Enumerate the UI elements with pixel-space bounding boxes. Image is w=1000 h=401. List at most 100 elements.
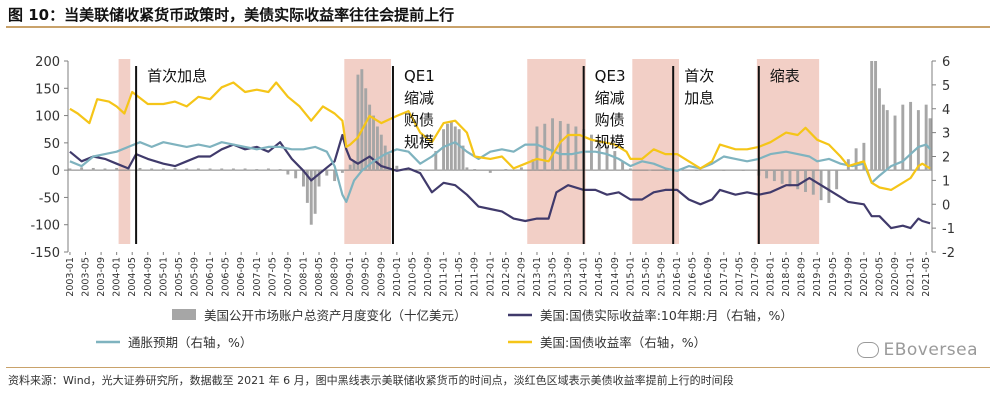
legend: 美国公开市场账户总资产月度变化（十亿美元） 美国:国债实际收益率:10年期:月（右… (96, 308, 793, 350)
bar (442, 129, 446, 171)
x-tick-label: 2014-09 (610, 257, 621, 297)
legend-label: 美国公开市场账户总资产月度变化（十亿美元） (204, 308, 467, 323)
bar (535, 126, 539, 171)
bar (426, 170, 430, 171)
x-tick-label: 2019-05 (828, 257, 839, 297)
bar (243, 168, 247, 171)
bar (387, 153, 391, 171)
x-tick-label: 2013-09 (563, 257, 574, 297)
x-tick-label: 2011-09 (470, 257, 481, 297)
bar (901, 104, 905, 171)
x-tick-label: 2005-01 (158, 257, 169, 297)
x-tick-label: 2006-05 (221, 257, 232, 297)
bar (231, 168, 235, 171)
bar (531, 159, 535, 171)
x-tick-label: 2018-09 (797, 257, 808, 297)
bar (780, 170, 784, 184)
bar (340, 170, 344, 173)
bar (621, 161, 625, 171)
bar (325, 170, 329, 176)
bar (356, 74, 360, 171)
legend-label: 美国:国债实际收益率:10年期:月（右轴，%） (540, 308, 793, 323)
bar (488, 170, 492, 173)
bar (722, 170, 726, 171)
bar (395, 165, 399, 171)
left-tick-label: 100 (35, 110, 60, 125)
source-divider (6, 367, 990, 368)
bar (286, 170, 290, 175)
x-tick-label: 2003-09 (96, 257, 107, 297)
bar (368, 104, 372, 171)
bar (103, 168, 107, 171)
x-tick-label: 2015-05 (641, 257, 652, 297)
bar (765, 170, 769, 179)
bar (465, 167, 469, 171)
x-tick-label: 2017-09 (750, 257, 761, 297)
bar (372, 115, 375, 171)
axes: 200 150 100 50 0 -50 -100 -150 6 5 4 3 2 1 0 -1 -2 2003-0… (30, 55, 954, 297)
bar (309, 170, 313, 225)
right-tick-label: 1 (942, 174, 950, 189)
bar (302, 170, 305, 187)
right-tick-label: 3 (942, 127, 950, 142)
x-tick-label: 2010-05 (407, 257, 418, 297)
x-tick-label: 2020-09 (890, 257, 901, 297)
x-tick-label: 2019-01 (812, 257, 823, 297)
x-tick-label: 2016-05 (688, 257, 699, 297)
bar (80, 167, 84, 171)
bar (741, 170, 745, 171)
tightening-label: 首次加息 (684, 67, 714, 107)
bar (878, 88, 881, 171)
x-tick-label: 2020-01 (859, 257, 870, 297)
x-tick-label: 2013-05 (548, 257, 559, 297)
bar (305, 170, 309, 203)
wechat-icon (857, 342, 880, 358)
x-tick-label: 2004-05 (127, 257, 138, 297)
bar (208, 168, 212, 171)
x-tick-label: 2004-01 (112, 257, 123, 297)
x-tick-label: 2010-09 (423, 257, 434, 297)
x-tick-label: 2013-01 (532, 257, 543, 297)
bar (68, 168, 72, 171)
bar (648, 169, 652, 171)
bar (138, 167, 142, 171)
legend-label: 通胀预期（右轴，%） (128, 335, 252, 350)
right-tick-label: -2 (942, 246, 955, 261)
right-tick-label: -1 (942, 222, 955, 237)
bar (924, 104, 928, 171)
x-tick-label: 2015-01 (625, 257, 636, 297)
x-tick-label: 2003-05 (81, 257, 92, 297)
x-tick-label: 2007-01 (252, 257, 263, 297)
source-note: 资料来源：Wind，光大证券研究所，数据截至 2021 年 6 月，图中黑线表示… (8, 374, 734, 387)
bar (278, 169, 282, 171)
right-tick-label: 0 (942, 198, 950, 213)
x-tick-label: 2009-01 (345, 257, 356, 297)
x-tick-label: 2003-01 (65, 257, 76, 297)
bar (364, 88, 368, 171)
shaded-period (118, 59, 131, 244)
x-tick-label: 2011-01 (439, 257, 450, 297)
x-tick-label: 2006-01 (205, 257, 216, 297)
tightening-markers: 首次加息 QE1 缩减购债规模 QE3 缩减购债规模 首次加息 缩表 (135, 66, 800, 244)
x-tick-label: 2007-09 (283, 257, 294, 297)
right-tick-label: 6 (942, 55, 950, 70)
right-tick-label: 2 (942, 151, 950, 166)
bar (881, 104, 885, 171)
bar (519, 167, 523, 171)
bar (796, 170, 800, 190)
watermark: EBoversea (857, 340, 978, 360)
title-divider (6, 26, 990, 28)
series-line-1 (69, 133, 931, 230)
x-tick-label: 2004-09 (143, 257, 154, 297)
bar (185, 168, 189, 171)
bar (173, 167, 177, 171)
x-tick-label: 2016-01 (672, 257, 683, 297)
bar (418, 169, 422, 171)
chart-title: 图 10：当美联储收紧货币政策时，美债实际收益率往往会提前上行 (8, 6, 455, 24)
x-tick-label: 2015-09 (657, 257, 668, 297)
bar (446, 123, 449, 171)
bar (827, 170, 831, 203)
left-tick-label: 50 (43, 137, 60, 152)
x-tick-label: 2005-09 (189, 257, 200, 297)
bar (558, 121, 562, 171)
